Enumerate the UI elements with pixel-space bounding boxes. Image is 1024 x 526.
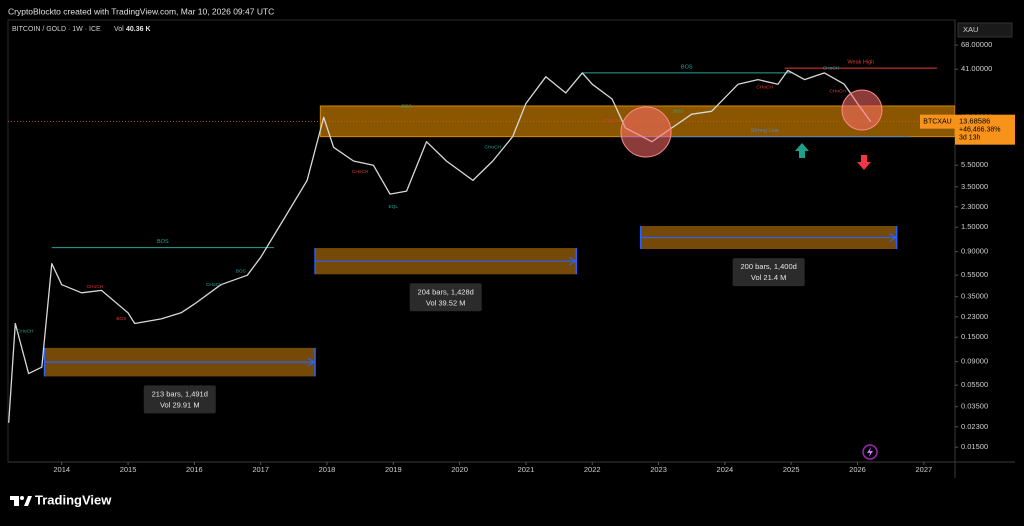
- x-tick-label: 2018: [319, 465, 336, 474]
- x-tick-label: 2021: [518, 465, 535, 474]
- measure-volume: Vol 39.52 M: [426, 298, 466, 307]
- annotation: CHoCH: [485, 145, 502, 151]
- annotation: CHoCH: [604, 118, 621, 124]
- price-tag-countdown: 3d 13h: [959, 135, 981, 142]
- highlight-circle: [841, 89, 883, 131]
- logo: TradingView: [10, 492, 112, 507]
- y-tick-label: 1.50000: [961, 222, 988, 231]
- up-arrow: [795, 143, 809, 158]
- annotation: EQL: [388, 204, 398, 210]
- price-tag-value: 13.68586: [959, 117, 990, 126]
- measure-label: 213 bars, 1,491d: [152, 389, 208, 398]
- measure-arrowhead: [307, 357, 316, 367]
- measure-label: 204 bars, 1,428d: [418, 287, 474, 296]
- y-tick-label: 3.50000: [961, 182, 988, 191]
- event-icon: [862, 444, 878, 460]
- y-tick-label: 0.15000: [961, 332, 988, 341]
- measure-volume: Vol 29.91 M: [160, 400, 200, 409]
- annotation: CHoCH: [352, 169, 369, 175]
- y-tick-label: 0.02300: [961, 422, 988, 431]
- measure-label-box: [409, 283, 482, 312]
- symbol-tag-text: BTCXAU: [923, 119, 951, 126]
- annotation: CHoCH: [829, 88, 846, 94]
- vol-label: Vol: [114, 26, 124, 33]
- brand: TradingView: [35, 492, 112, 507]
- annotation: BOS: [236, 268, 246, 274]
- x-tick-label: 2015: [120, 465, 137, 474]
- y-tick-label: 0.90000: [961, 247, 988, 256]
- x-tick-label: 2017: [252, 465, 269, 474]
- y-tick-label: 5.50000: [961, 160, 988, 169]
- x-tick-label: 2022: [584, 465, 601, 474]
- measure-label-box: [732, 258, 805, 287]
- logo-mark: [20, 496, 24, 500]
- symbol-tag: [920, 114, 955, 129]
- currency: XAU: [963, 25, 978, 34]
- price-line: [8, 69, 872, 423]
- event-icon-bolt: [867, 447, 873, 457]
- x-tick-label: 2020: [451, 465, 468, 474]
- y-tick-label: 41.00000: [961, 64, 992, 73]
- measure-arrowhead: [569, 256, 577, 266]
- measure-label-box: [143, 385, 216, 414]
- y-tick-label: 0.05500: [961, 380, 988, 389]
- measure-arrowhead: [889, 233, 897, 243]
- y-tick-label: 68.00000: [961, 40, 992, 49]
- y-tick-label: 0.03500: [961, 402, 988, 411]
- y-tick-label: 2.30000: [961, 202, 988, 211]
- level-label: Weak High: [847, 60, 874, 66]
- measure-volume: Vol 21.4 M: [751, 273, 786, 282]
- annotation: CHoCH: [206, 282, 223, 288]
- level-label: Strong Low: [751, 128, 779, 134]
- x-tick-label: 2023: [650, 465, 667, 474]
- x-tick-label: 2016: [186, 465, 203, 474]
- price-tag-change: +46,466.38%: [959, 127, 1000, 134]
- y-tick-label: 0.01500: [961, 442, 988, 451]
- annotation: BOS: [673, 109, 683, 115]
- logo-mark: [24, 496, 32, 506]
- logo-mark: [10, 496, 19, 506]
- highlight-circle: [620, 106, 672, 158]
- x-tick-label: 2026: [849, 465, 866, 474]
- x-tick-label: 2025: [783, 465, 800, 474]
- y-tick-label: 0.23000: [961, 312, 988, 321]
- annotation: BOS: [116, 316, 126, 322]
- level-label: BOS: [681, 64, 693, 70]
- y-tick-label: 0.09000: [961, 357, 988, 366]
- y-tick-label: 0.35000: [961, 292, 988, 301]
- down-arrow: [857, 155, 871, 170]
- x-tick-label: 2027: [915, 465, 932, 474]
- price-tag: [955, 114, 1015, 145]
- annotation: CHoCH: [756, 85, 773, 91]
- measure-label: 200 bars, 1,400d: [741, 262, 797, 271]
- currency-box: [957, 22, 1013, 38]
- annotation: CHoCH: [17, 329, 34, 335]
- level-label: BOS: [157, 239, 169, 245]
- annotation: BOS: [401, 103, 411, 109]
- x-tick-label: 2024: [717, 465, 734, 474]
- y-tick-label: 0.55000: [961, 270, 988, 279]
- x-tick-label: 2014: [53, 465, 70, 474]
- annotation: CHoCH: [87, 284, 104, 290]
- x-tick-label: 2019: [385, 465, 402, 474]
- annotation: CHoCH: [823, 65, 840, 71]
- credit: CryptoBlockto created with TradingView.c…: [8, 6, 274, 16]
- vol-value: 40.36 K: [126, 26, 151, 33]
- symbol: BITCOIN / GOLD · 1W · ICE: [12, 26, 101, 33]
